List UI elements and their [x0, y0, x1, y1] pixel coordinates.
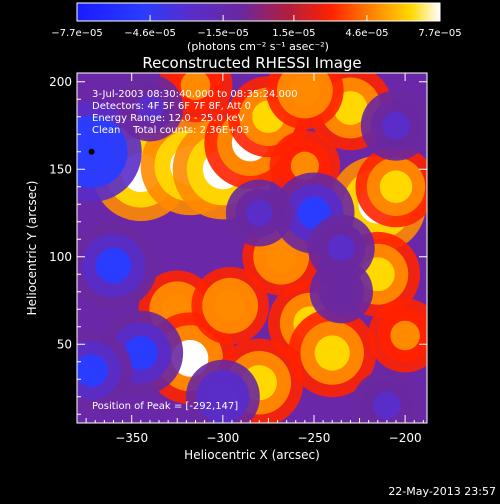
plot-frame — [76, 72, 428, 424]
heatmap-blob-core — [245, 199, 273, 227]
heatmap-image — [77, 73, 427, 423]
colorbar: −7.7e−05 −4.6e−05 −1.5e−05 1.5e−05 4.6e−05 7.… — [51, 2, 462, 53]
footer-timestamp: 22-May-2013 23:57 — [388, 485, 496, 498]
x-axis-label: Heliocentric X (arcsec) — [184, 448, 320, 462]
axis-ticks: −350 −300 −250 −200 50 100 150 200 — [49, 73, 427, 445]
heatmap-blob-core — [379, 170, 413, 203]
plot-area: 3-Jul-2003 08:30:40.000 to 08:35:24.000 … — [49, 72, 428, 445]
y-axis-label: Heliocentric Y (arcsec) — [25, 181, 39, 316]
heatmap-blob-core — [123, 336, 158, 370]
y-tick-label: 100 — [49, 250, 72, 264]
heatmap-blob-core — [372, 391, 401, 420]
heatmap-blob-core — [208, 381, 238, 412]
heatmap-blob-core — [77, 354, 108, 387]
annotation-time-range: 3-Jul-2003 08:30:40.000 to 08:35:24.000 — [92, 89, 298, 100]
x-tick-label: −200 — [389, 431, 422, 445]
heatmap-blob-core — [180, 73, 211, 101]
minimum-marker — [88, 148, 95, 155]
y-tick-label: 150 — [49, 162, 72, 176]
colorbar-tick-label: 7.7e−05 — [418, 28, 461, 39]
x-tick-label: −350 — [115, 431, 148, 445]
x-tick-label: −300 — [206, 431, 239, 445]
peak-position-label: Position of Peak = [-292,147] — [92, 401, 238, 412]
annotation-block: 3-Jul-2003 08:30:40.000 to 08:35:24.000 … — [92, 89, 298, 136]
colorbar-tick-label: −4.6e−05 — [124, 28, 176, 39]
colorbar-tick-label: 4.6e−05 — [345, 28, 388, 39]
heatmap-blob-core — [136, 94, 164, 122]
x-tick-label: −250 — [297, 431, 330, 445]
colorbar-gradient — [76, 2, 441, 22]
colorbar-tick-label: −7.7e−05 — [51, 28, 103, 39]
y-tick-label: 200 — [49, 75, 72, 89]
colorbar-ticks: −7.7e−05 −4.6e−05 −1.5e−05 1.5e−05 4.6e−05 7.… — [51, 15, 462, 39]
annotation-energy-range: Energy Range: 12.0 - 25.0 keV — [92, 113, 245, 124]
heatmap-blob-core — [314, 335, 350, 371]
chart-title: Reconstructed RHESSI Image — [142, 54, 361, 72]
heatmap-blob-core — [265, 241, 297, 273]
heatmap-blob-core — [390, 320, 420, 351]
annotation-clean-counts: Clean Total counts: 2.36E+03 — [92, 125, 249, 136]
y-tick-label: 50 — [57, 337, 72, 351]
colorbar-tick-label: −1.5e−05 — [197, 28, 249, 39]
heatmap-blob-core — [95, 247, 132, 284]
colorbar-tick-label: 1.5e−05 — [272, 28, 315, 39]
heatmap-blob-core — [381, 111, 411, 140]
heatmap-blob-core — [214, 290, 246, 322]
heatmap-blob-core — [289, 74, 321, 107]
colorbar-units-label: (photons cm⁻² s⁻¹ asec⁻²) — [187, 40, 329, 53]
heatmap-blob-core — [327, 234, 355, 262]
annotation-detectors: Detectors: 4F 5F 6F 7F 8F, Att 0 — [92, 101, 251, 112]
heatmap-blob-core — [328, 279, 354, 305]
